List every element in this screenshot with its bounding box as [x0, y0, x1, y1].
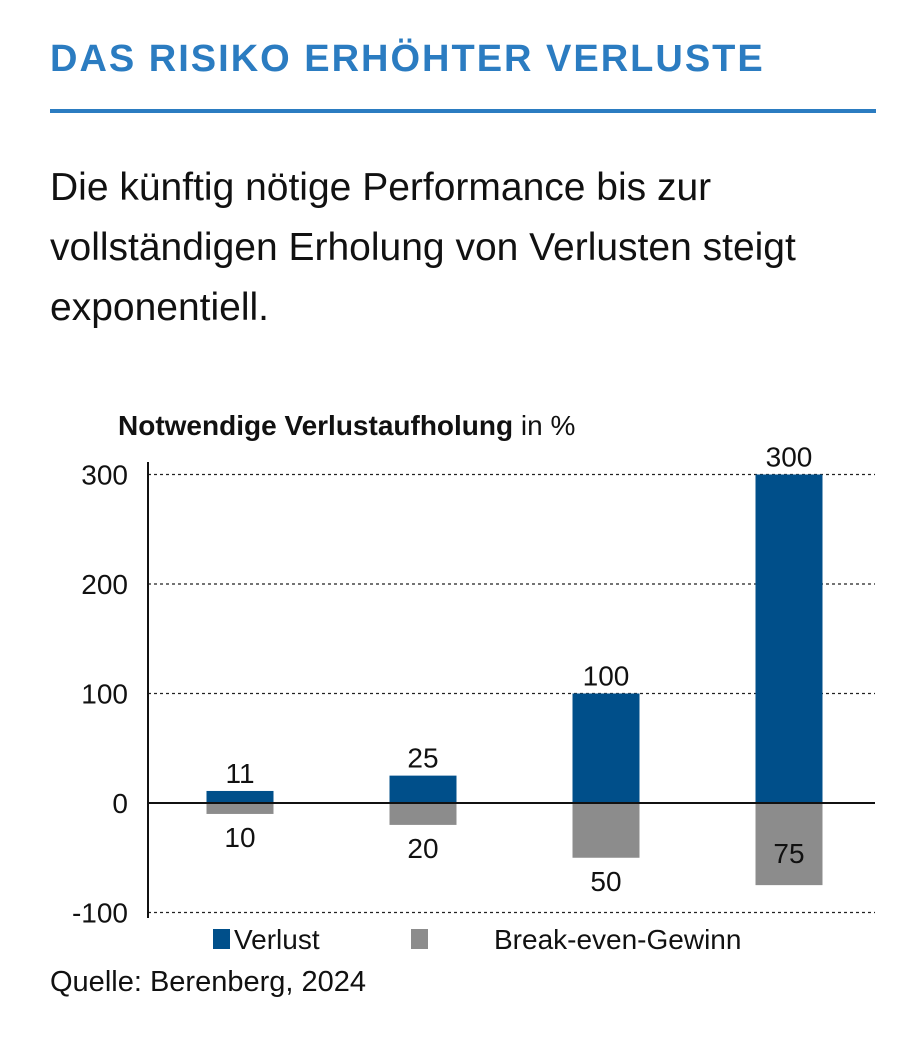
data-label: 10	[224, 822, 255, 853]
legend-label: Break-even-Gewinn	[494, 924, 741, 955]
y-tick-label: 300	[81, 460, 128, 491]
bar-blue	[755, 474, 823, 803]
title-divider	[50, 109, 876, 113]
bar-gray	[206, 803, 274, 814]
bar-gray	[389, 803, 457, 825]
bar-blue	[206, 790, 274, 803]
data-label: 25	[407, 743, 438, 774]
data-label: 100	[583, 661, 630, 692]
bar-blue	[389, 775, 457, 803]
bar-gray	[572, 803, 640, 858]
source-note: Quelle: Berenberg, 2024	[50, 966, 366, 998]
data-label: 20	[407, 833, 438, 864]
y-tick-label: -100	[72, 898, 128, 929]
data-label: 11	[225, 758, 254, 789]
chart-title-unit: in %	[513, 410, 576, 441]
bar-gray	[755, 803, 823, 886]
data-label: 300	[766, 442, 813, 473]
y-tick-label: 200	[81, 569, 128, 600]
data-label: 75	[773, 838, 804, 869]
page-title: DAS RISIKO ERHÖHTER VERLUSTE	[50, 38, 765, 80]
bar-blue	[572, 693, 640, 803]
subtitle: Die künftig nötige Performance bis zur v…	[50, 166, 796, 329]
legend-swatch-blue	[213, 929, 230, 949]
chart-title: Notwendige Verlustaufholung in %	[118, 410, 575, 442]
chart-title-bold: Notwendige Verlustaufholung	[118, 410, 514, 441]
y-tick-label: 0	[112, 788, 128, 819]
legend-swatch-gray	[411, 929, 428, 949]
legend-label: Verlust	[234, 924, 320, 955]
y-tick-label: 100	[81, 679, 128, 710]
data-label: 50	[590, 866, 621, 897]
